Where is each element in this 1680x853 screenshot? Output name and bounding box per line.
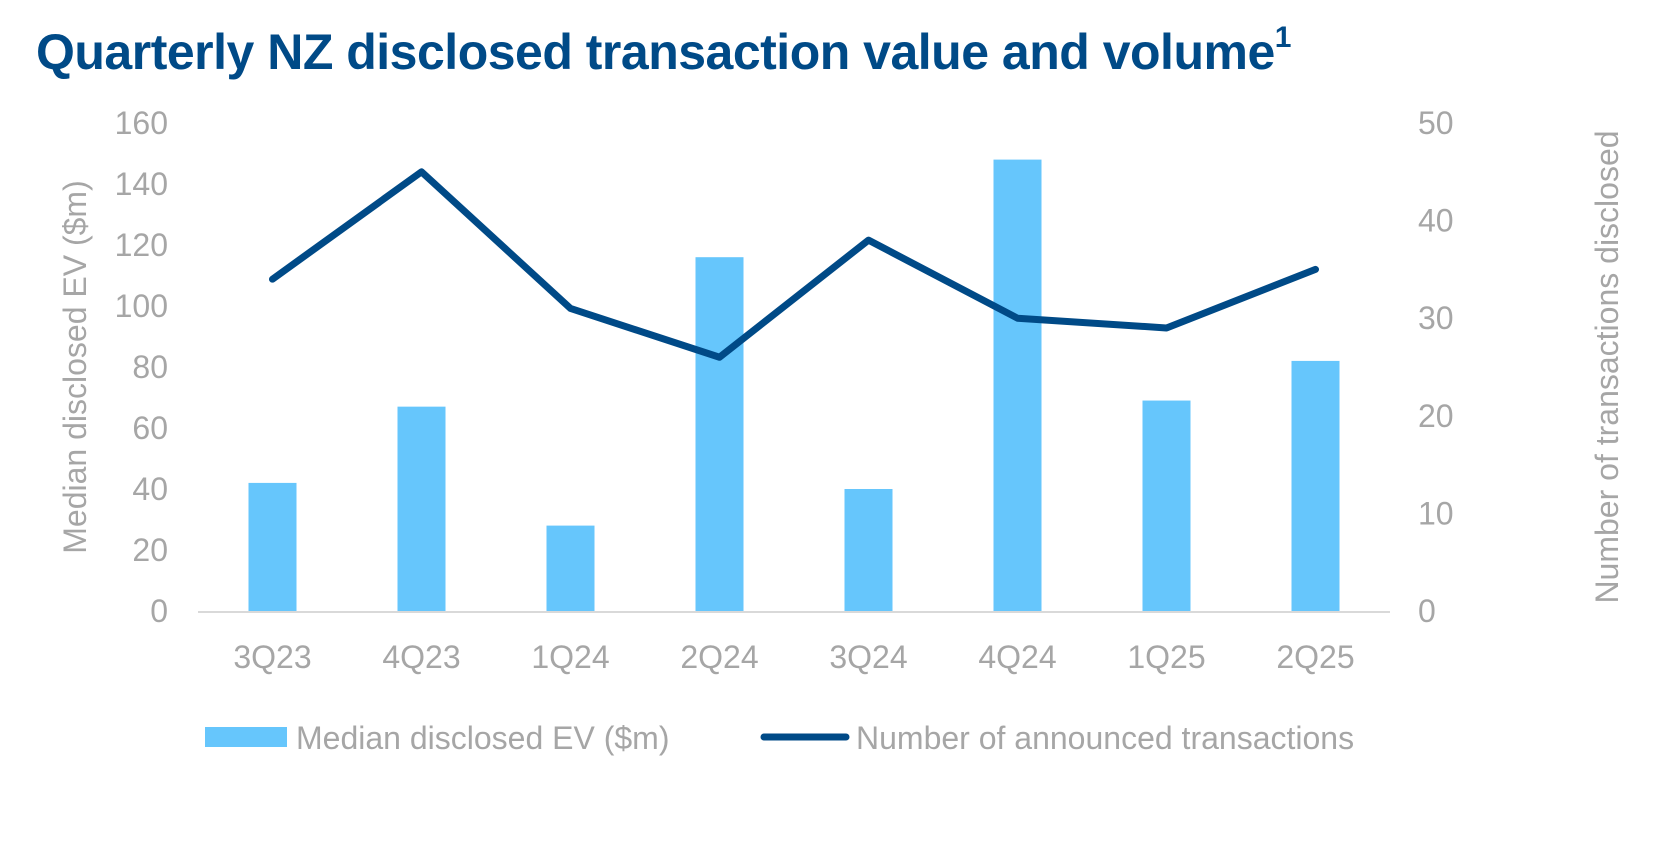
line-series-group (269, 168, 1319, 361)
right-tick-label: 50 (1418, 105, 1454, 141)
legend: Median disclosed EV ($m) Number of annou… (205, 720, 1354, 756)
left-tick-label: 140 (115, 166, 168, 202)
right-tick-label: 30 (1418, 300, 1454, 336)
x-tick-label: 2Q24 (680, 639, 758, 675)
bar-3Q24 (844, 489, 893, 611)
right-axis-title: Number of transactions disclosed (1589, 130, 1625, 603)
line-series-path (269, 168, 1319, 361)
left-tick-label: 60 (132, 410, 168, 446)
left-tick-label: 40 (132, 471, 168, 507)
x-tick-label: 2Q25 (1276, 639, 1354, 675)
bar-2Q25 (1291, 360, 1340, 611)
legend-line-label: Number of announced transactions (856, 720, 1354, 756)
bar-1Q24 (546, 525, 595, 611)
bar-4Q24 (993, 159, 1042, 611)
right-tick-label: 20 (1418, 398, 1454, 434)
right-tick-label: 40 (1418, 203, 1454, 239)
bar-3Q23 (248, 482, 297, 611)
x-tick-label: 3Q24 (829, 639, 907, 675)
x-tick-label: 3Q23 (233, 639, 311, 675)
right-tick-label: 0 (1418, 593, 1436, 629)
chart-title: Quarterly NZ disclosed transaction value… (36, 20, 1291, 84)
title-footnote-marker: 1 (1274, 21, 1292, 54)
left-tick-label: 160 (115, 105, 168, 141)
left-tick-label: 80 (132, 349, 168, 385)
left-tick-label: 100 (115, 288, 168, 324)
chart-title-text: Quarterly NZ disclosed transaction value… (36, 24, 1275, 80)
x-axis-ticks: 3Q23 4Q23 1Q24 2Q24 3Q24 4Q24 1Q25 2Q25 (233, 639, 1354, 675)
right-tick-label: 10 (1418, 495, 1454, 531)
left-axis-ticks: 0 20 40 60 80 100 120 140 160 (115, 105, 168, 629)
bar-2Q24 (695, 257, 744, 611)
legend-bar-swatch (205, 727, 287, 747)
x-tick-label: 1Q24 (531, 639, 609, 675)
bar-4Q23 (397, 406, 446, 611)
bars-group (248, 159, 1340, 611)
bar-1Q25 (1142, 400, 1191, 611)
left-tick-label: 20 (132, 532, 168, 568)
left-axis-title: Median disclosed EV ($m) (57, 180, 93, 553)
legend-bar-label: Median disclosed EV ($m) (296, 720, 669, 756)
left-tick-label: 0 (150, 593, 168, 629)
right-axis-ticks: 0 10 20 30 40 50 (1418, 105, 1454, 629)
left-tick-label: 120 (115, 227, 168, 263)
x-tick-label: 4Q23 (382, 639, 460, 675)
x-tick-label: 4Q24 (978, 639, 1056, 675)
x-tick-label: 1Q25 (1127, 639, 1205, 675)
